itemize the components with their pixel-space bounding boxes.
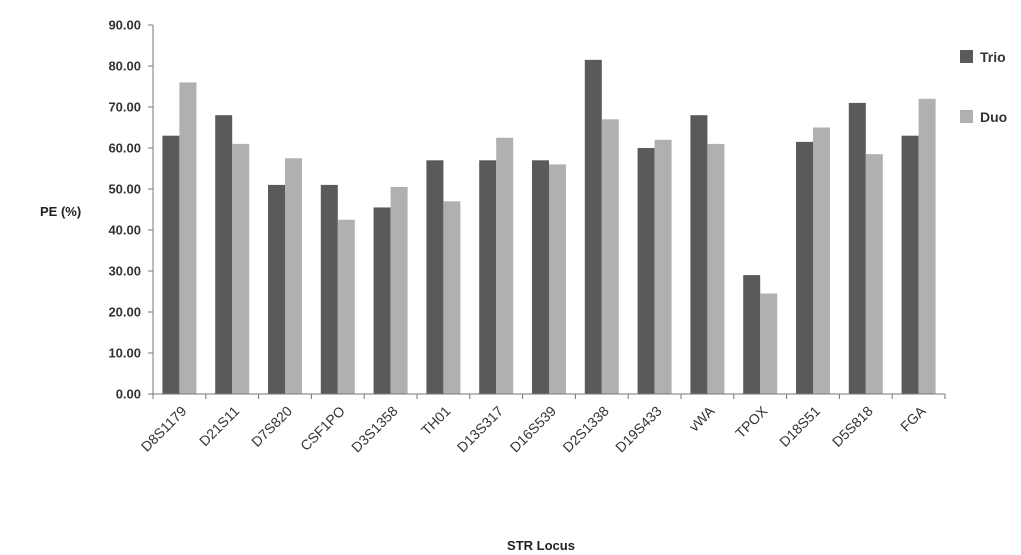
x-tick-label: D8S1179 xyxy=(138,403,190,455)
bar-trio-tpox xyxy=(743,275,761,394)
y-axis-title: PE (%) xyxy=(40,204,81,219)
bar-duo-d7s820 xyxy=(285,158,302,394)
legend: Trio Duo xyxy=(960,49,1007,125)
bar-trio-fga xyxy=(901,135,919,394)
bars xyxy=(162,59,936,395)
y-tick-label: 80.00 xyxy=(108,59,141,74)
bar-duo-d18s51 xyxy=(813,127,830,394)
y-tick-label: 30.00 xyxy=(108,264,141,279)
x-axis: D8S1179 D21S11 D7S820 CSF1PO D3S1358 TH01 D13S… xyxy=(138,393,946,456)
bar-trio-d5s818 xyxy=(848,102,866,395)
bar-trio-d7s820 xyxy=(268,184,285,394)
bar-duo-th01 xyxy=(443,201,461,394)
bar-trio-d16s539 xyxy=(532,160,549,394)
y-tick-label: 0.00 xyxy=(116,387,141,402)
x-tick-label: D19S433 xyxy=(612,403,665,456)
legend-swatch-duo xyxy=(960,110,973,123)
bar-duo-d3s1358 xyxy=(390,186,408,394)
x-tick-label: D13S317 xyxy=(454,403,507,456)
y-tick-label: 60.00 xyxy=(108,141,141,156)
x-tick-label: FGA xyxy=(897,402,929,434)
bar-duo-d5s818 xyxy=(865,154,883,394)
bar-trio-vwa xyxy=(690,115,708,394)
y-tick-label: 20.00 xyxy=(108,305,141,320)
x-tick-label: D7S820 xyxy=(248,403,295,450)
bar-duo-tpox xyxy=(760,293,778,394)
x-tick-label: CSF1PO xyxy=(297,403,348,454)
bar-trio-d8s1179 xyxy=(162,135,180,394)
bar-trio-csf1po xyxy=(320,184,338,394)
bar-trio-d2s1338 xyxy=(584,59,602,394)
y-tick-label: 10.00 xyxy=(108,346,141,361)
x-tick-label: TPOX xyxy=(732,402,771,441)
y-axis: 0.00 10.00 20.00 30.00 40.00 50.00 60.00 70.00 8… xyxy=(108,18,154,402)
bar-trio-d3s1358 xyxy=(373,207,391,394)
bar-duo-d19s433 xyxy=(654,139,672,394)
bar-duo-d2s1338 xyxy=(601,119,619,395)
x-tick-label: D21S11 xyxy=(196,403,243,450)
legend-label-duo: Duo xyxy=(980,109,1007,125)
x-tick-label: TH01 xyxy=(418,403,454,439)
legend-label-trio: Trio xyxy=(980,49,1006,65)
bar-duo-d21s11 xyxy=(232,143,250,394)
bar-duo-csf1po xyxy=(337,219,355,394)
bar-trio-d21s11 xyxy=(215,115,233,394)
x-tick-label: D2S1338 xyxy=(559,403,612,456)
bar-duo-fga xyxy=(918,98,936,395)
bar-trio-d19s433 xyxy=(637,148,655,394)
bar-duo-vwa xyxy=(707,143,725,394)
y-tick-label: 70.00 xyxy=(108,100,141,115)
x-tick-label: D16S539 xyxy=(507,403,560,456)
legend-swatch-trio xyxy=(960,50,973,63)
bar-trio-th01 xyxy=(426,160,444,394)
y-tick-label: 50.00 xyxy=(108,182,141,197)
bar-duo-d13s317 xyxy=(496,137,514,394)
x-tick-label: vWA xyxy=(686,402,718,434)
x-axis-title: STR Locus xyxy=(507,538,575,553)
x-tick-label: D18S51 xyxy=(776,403,823,450)
y-tick-label: 90.00 xyxy=(108,18,141,33)
bar-trio-d13s317 xyxy=(479,160,497,394)
bar-duo-d8s1179 xyxy=(179,82,197,395)
x-tick-label: D3S1358 xyxy=(348,403,401,456)
y-tick-label: 40.00 xyxy=(108,223,141,238)
bar-duo-d16s539 xyxy=(549,164,566,394)
x-tick-label: D5S818 xyxy=(829,403,876,450)
bar-trio-d18s51 xyxy=(796,141,813,394)
